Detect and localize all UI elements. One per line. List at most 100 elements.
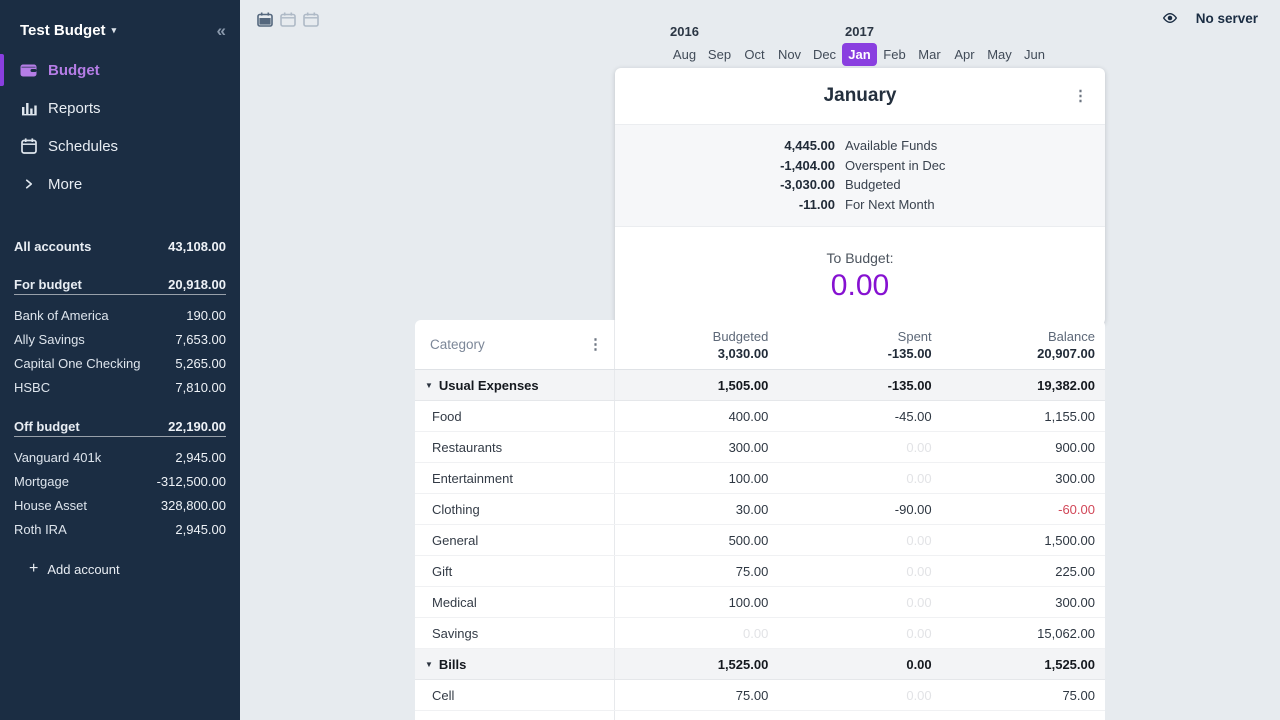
account-name: Roth IRA bbox=[14, 521, 67, 537]
spent-cell[interactable]: 0.00 bbox=[906, 532, 932, 548]
sidebar-account-item[interactable]: Vanguard 401k 2,945.00 bbox=[14, 445, 226, 469]
sidebar-account-item[interactable]: Capital One Checking 5,265.00 bbox=[14, 351, 226, 375]
spent-cell[interactable]: 0.00 bbox=[906, 594, 932, 610]
calendar-view-2-icon[interactable] bbox=[278, 10, 297, 28]
spent-cell[interactable]: 0.00 bbox=[906, 656, 932, 672]
budgeted-cell[interactable]: 75.00 bbox=[735, 687, 769, 703]
sidebar-item-more[interactable]: More bbox=[0, 165, 240, 203]
sidebar-item-reports[interactable]: Reports bbox=[0, 89, 240, 127]
accounts-list: All accounts 43,108.00 For budget 20,918.… bbox=[0, 235, 240, 581]
balance-cell[interactable]: 75.00 bbox=[1062, 687, 1095, 703]
balance-cell[interactable]: 900.00 bbox=[1055, 439, 1095, 455]
spent-cell[interactable]: -90.00 bbox=[894, 501, 932, 517]
budget-switcher[interactable]: Test Budget ▾ bbox=[20, 22, 116, 39]
to-budget-amount[interactable]: 0.00 bbox=[830, 268, 890, 302]
month-mar[interactable]: Mar bbox=[918, 47, 941, 62]
calendar-icon bbox=[20, 138, 37, 155]
category-name-cell[interactable]: Entertainment bbox=[415, 463, 615, 493]
sidebar-account-item[interactable]: House Asset 328,800.00 bbox=[14, 493, 226, 517]
month-jun[interactable]: Jun bbox=[1024, 47, 1045, 62]
budget-table: Category ⋮ Budgeted 3,030.00 Spent -135.00 B… bbox=[415, 320, 1105, 720]
column-label: Spent bbox=[897, 328, 932, 344]
balance-cell[interactable]: 1,525.00 bbox=[1044, 656, 1095, 672]
category-name-cell[interactable]: Medical bbox=[415, 587, 615, 617]
category-menu-icon[interactable]: ⋮ bbox=[588, 336, 603, 353]
budgeted-cell[interactable]: 400.00 bbox=[728, 408, 769, 424]
category-name: Gift bbox=[432, 563, 453, 579]
budgeted-cell[interactable]: 0.00 bbox=[743, 625, 769, 641]
calendar-view-1-icon[interactable] bbox=[255, 10, 274, 28]
balance-cell[interactable]: 300.00 bbox=[1055, 594, 1095, 610]
category-name-cell[interactable]: Gift bbox=[415, 556, 615, 586]
account-name: Ally Savings bbox=[14, 331, 85, 347]
balance-cell[interactable]: 1,500.00 bbox=[1044, 532, 1095, 548]
balance-cell[interactable]: -60.00 bbox=[1058, 501, 1095, 517]
month-nov[interactable]: Nov bbox=[777, 47, 802, 62]
sidebar-account-item[interactable]: Mortgage -312,500.00 bbox=[14, 469, 226, 493]
summary-amount: -11.00 bbox=[798, 196, 835, 212]
year-label: 2017 bbox=[845, 24, 874, 39]
budgeted-cell[interactable]: 30.00 bbox=[735, 501, 769, 517]
spent-cell[interactable]: -135.00 bbox=[887, 377, 932, 393]
category-name-cell bbox=[415, 711, 615, 720]
category-name-cell[interactable]: Cell bbox=[415, 680, 615, 710]
add-account-button[interactable]: + Add account bbox=[29, 557, 212, 581]
table-row: Restaurants 300.00 0.00 900.00 bbox=[415, 432, 1105, 463]
budgeted-cell[interactable]: 100.00 bbox=[728, 594, 769, 610]
balance-cell[interactable]: 225.00 bbox=[1055, 563, 1095, 579]
sidebar-account-item[interactable]: Bank of America 190.00 bbox=[14, 303, 226, 327]
collapse-triangle-icon[interactable]: ▼ bbox=[425, 659, 433, 669]
month-oct[interactable]: Oct bbox=[744, 47, 765, 62]
budgeted-cell[interactable]: 300.00 bbox=[728, 439, 769, 455]
spent-cell[interactable]: 0.00 bbox=[906, 563, 932, 579]
server-status-button[interactable]: No server bbox=[1161, 10, 1258, 26]
sidebar-item-schedules[interactable]: Schedules bbox=[0, 127, 240, 165]
balance-cell[interactable]: 300.00 bbox=[1055, 470, 1095, 486]
month-dec[interactable]: Dec bbox=[812, 47, 837, 62]
category-name-cell[interactable]: Restaurants bbox=[415, 432, 615, 462]
month-aug[interactable]: Aug bbox=[672, 47, 697, 62]
category-name-cell[interactable]: Savings bbox=[415, 618, 615, 648]
category-name-cell[interactable]: ▼ Usual Expenses bbox=[415, 370, 615, 400]
budgeted-cell[interactable]: 1,505.00 bbox=[717, 377, 769, 393]
sidebar: Test Budget ▾ « Budget Reports bbox=[0, 0, 240, 720]
calendar-view-3-icon[interactable] bbox=[301, 10, 320, 28]
balance-cell[interactable]: 19,382.00 bbox=[1037, 377, 1095, 393]
category-name-cell[interactable]: ▼ Bills bbox=[415, 649, 615, 679]
spent-cell[interactable]: -45.00 bbox=[894, 408, 932, 424]
sidebar-account-item[interactable]: Roth IRA 2,945.00 bbox=[14, 517, 226, 541]
collapse-triangle-icon[interactable]: ▼ bbox=[425, 380, 433, 390]
account-balance: 7,653.00 bbox=[175, 331, 226, 347]
sidebar-collapse-icon[interactable]: « bbox=[216, 21, 226, 40]
account-group-header[interactable]: For budget 20,918.00 bbox=[14, 274, 226, 295]
budgeted-cell[interactable]: 500.00 bbox=[728, 532, 769, 548]
month-jan[interactable]: Jan bbox=[842, 43, 877, 66]
spent-cell[interactable]: 0.00 bbox=[906, 625, 932, 641]
table-row: Food 400.00 -45.00 1,155.00 bbox=[415, 401, 1105, 432]
budgeted-cell[interactable]: 100.00 bbox=[728, 470, 769, 486]
budgeted-cell[interactable]: 75.00 bbox=[735, 563, 769, 579]
all-accounts-row[interactable]: All accounts 43,108.00 bbox=[14, 235, 226, 257]
card-menu-icon[interactable]: ⋮ bbox=[1073, 87, 1088, 105]
sidebar-item-budget[interactable]: Budget bbox=[0, 51, 240, 89]
table-row: Gift 75.00 0.00 225.00 bbox=[415, 556, 1105, 587]
month-apr[interactable]: Apr bbox=[954, 47, 975, 62]
budgeted-cell[interactable]: 1,525.00 bbox=[717, 656, 769, 672]
balance-cell[interactable]: 15,062.00 bbox=[1037, 625, 1095, 641]
category-name-cell[interactable]: Clothing bbox=[415, 494, 615, 524]
sidebar-account-item[interactable]: Ally Savings 7,653.00 bbox=[14, 327, 226, 351]
spent-cell[interactable]: 0.00 bbox=[906, 439, 932, 455]
summary-label: For Next Month bbox=[845, 196, 935, 212]
balance-cell[interactable]: 1,155.00 bbox=[1044, 408, 1095, 424]
category-name-cell[interactable]: General bbox=[415, 525, 615, 555]
month-feb[interactable]: Feb bbox=[883, 47, 906, 62]
month-sep[interactable]: Sep bbox=[707, 47, 732, 62]
spent-cell[interactable]: 0.00 bbox=[906, 687, 932, 703]
spent-cell[interactable]: 0.00 bbox=[906, 470, 932, 486]
summary-amount: 4,445.00 bbox=[784, 138, 835, 154]
month-may[interactable]: May bbox=[987, 47, 1012, 62]
account-group-header[interactable]: Off budget 22,190.00 bbox=[14, 416, 226, 437]
category-name-cell[interactable]: Food bbox=[415, 401, 615, 431]
sidebar-account-item[interactable]: HSBC 7,810.00 bbox=[14, 375, 226, 399]
